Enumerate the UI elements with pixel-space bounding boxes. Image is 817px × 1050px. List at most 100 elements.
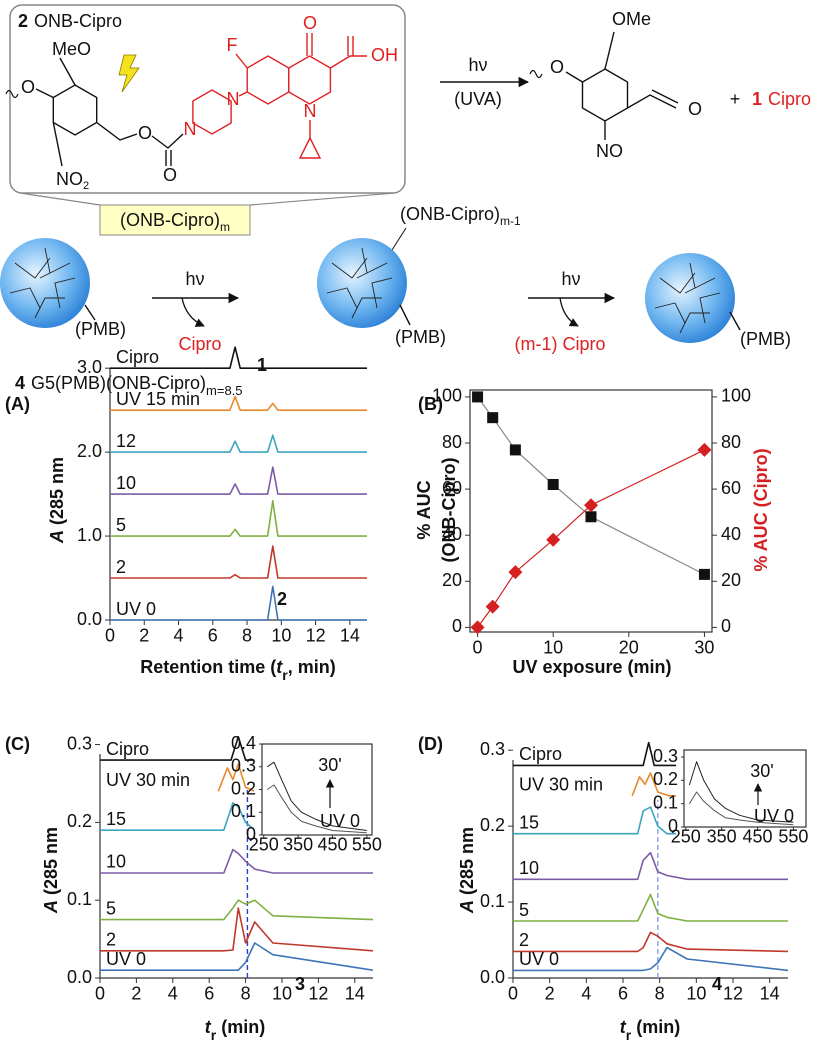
series-line <box>100 942 374 971</box>
x-tick-label: 350 <box>283 834 313 854</box>
payload-subscript: m-1 <box>500 214 521 228</box>
x-tick-label: 2 <box>139 626 149 646</box>
y2-tick-label: 80 <box>721 432 741 452</box>
released-drug: 1 Cipro <box>752 89 811 109</box>
trace-label: UV 0 <box>519 949 559 969</box>
axis-title: (ONB-Cipro) <box>439 458 459 563</box>
dendrimer-branch <box>331 257 368 279</box>
axis-title-part: A <box>457 900 477 914</box>
bond <box>235 53 248 69</box>
bond <box>330 55 367 69</box>
y-tick-label: 80 <box>442 432 462 452</box>
dendrimer-branch <box>659 272 696 294</box>
y2-tick-label: 100 <box>721 386 751 406</box>
axis-title: % AUC <box>414 480 434 539</box>
dendrimer <box>317 238 407 328</box>
series-line <box>266 784 367 834</box>
trace-label: 5 <box>106 898 116 918</box>
arrow-label: hν <box>468 55 487 75</box>
y-tick-label: 3.0 <box>77 357 102 377</box>
axis-title: A (285 nm <box>457 827 477 914</box>
chart-panel: 0.0 0.1 0.2 0.3 0 2 4 6 8 10 12 14 Cipro UV 30 min 15 1… <box>418 734 789 1004</box>
atom-label: F <box>227 35 238 55</box>
atom-label: OH <box>371 45 398 65</box>
compound-number: 2 <box>18 11 28 31</box>
y-tick-label: 0.3 <box>67 733 92 753</box>
y-tick-label: 0.2 <box>231 778 256 798</box>
payload-label: (ONB-Cipro) <box>400 204 500 224</box>
y2-tick-label: 20 <box>721 570 741 590</box>
series-line <box>513 946 789 972</box>
bond <box>651 89 679 104</box>
x-tick-label: 550 <box>352 834 382 854</box>
series-line <box>688 791 794 826</box>
annotation: 4 <box>712 974 722 994</box>
y-tick-label: 0 <box>668 816 678 836</box>
axis-title-part: t <box>620 1017 627 1037</box>
chart-panel: 0 0.1 0.2 0.3 250 350 450 550 30' UV 0 <box>653 746 808 847</box>
release-label: (m-1) Cipro <box>514 334 605 354</box>
series-line <box>110 395 367 411</box>
data-point <box>547 478 559 490</box>
annotation: 30' <box>318 755 341 775</box>
y-tick-label: 100 <box>432 386 462 406</box>
axis-title-part: (285 nm <box>41 827 61 900</box>
x-tick-label: 4 <box>168 984 178 1004</box>
x-tick-label: 450 <box>743 826 773 846</box>
y-tick-label: 0.3 <box>653 746 678 766</box>
cyclopropyl <box>298 136 322 159</box>
series-line <box>110 466 367 495</box>
y-tick-label: 2.0 <box>77 441 102 461</box>
compound-number: 4 <box>15 373 25 393</box>
axis-title-part: (ONB-Cipro) <box>439 458 459 563</box>
chart-panel: 0 20 40 60 80 100 0 20 40 60 80 100 0 10 20 30 (B) <box>418 386 751 658</box>
y-tick-label: 1.0 <box>77 525 102 545</box>
data-point <box>509 444 521 456</box>
trace-label: Cipro <box>106 739 149 759</box>
x-tick-label: 12 <box>306 626 326 646</box>
axis-title: tr (min) <box>205 1017 265 1043</box>
data-point <box>584 498 598 513</box>
axis-title: % AUC (Cipro) <box>751 448 771 571</box>
trace-label: 2 <box>116 557 126 577</box>
annotation: 1 <box>257 355 267 375</box>
conjugate-label: 4 G5(PMB)(ONB-Cipro)m=8.5 <box>15 373 243 398</box>
axis-title: A (285 nm <box>47 457 67 544</box>
arrow-label: hν <box>185 269 204 289</box>
series-line <box>110 500 367 537</box>
callout-line <box>249 192 396 206</box>
payload-label: (ONB-Cipro)m <box>120 210 230 234</box>
bond <box>238 91 248 97</box>
ring <box>581 68 629 122</box>
bond <box>52 122 63 167</box>
trace-label: 10 <box>106 852 126 872</box>
arrow-label: (UVA) <box>454 89 502 109</box>
dendrimer-branch <box>654 302 686 324</box>
x-tick-label: 20 <box>619 638 639 658</box>
x-tick-label: 10 <box>272 984 292 1004</box>
series-line <box>100 848 373 874</box>
series-line <box>110 585 367 621</box>
series-line <box>513 741 706 767</box>
x-tick-label: 14 <box>760 984 780 1004</box>
atom-label: O <box>21 77 35 97</box>
x-tick-label: 250 <box>671 826 701 846</box>
callout-line <box>19 192 101 206</box>
dendrimer-branch <box>699 292 721 324</box>
y-tick-label: 0.1 <box>231 801 256 821</box>
panel-label: (B) <box>418 394 443 414</box>
trace-label: 15 <box>519 812 539 832</box>
series-line <box>513 893 788 922</box>
series-line <box>513 851 788 881</box>
bond <box>399 304 411 326</box>
x-tick-label: 6 <box>618 984 628 1004</box>
data-point <box>585 511 597 523</box>
x-tick-label: 0 <box>95 984 105 1004</box>
trace-label: 2 <box>106 930 116 950</box>
data-point <box>698 568 710 580</box>
bond <box>59 57 76 86</box>
axis-title-part: t <box>205 1017 212 1037</box>
y-tick-label: 0.0 <box>480 967 505 987</box>
